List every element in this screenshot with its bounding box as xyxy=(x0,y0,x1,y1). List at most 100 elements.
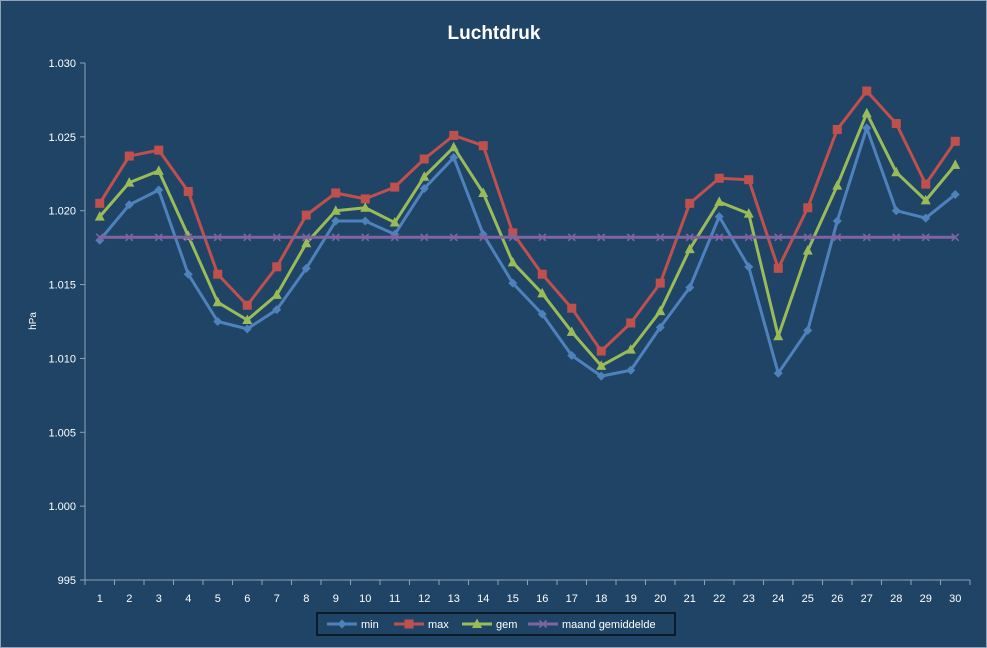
data-point-max xyxy=(242,300,252,310)
x-tick-label: 24 xyxy=(772,593,784,605)
x-tick-label: 13 xyxy=(448,593,460,605)
data-point-min xyxy=(508,278,518,288)
x-tick-label: 16 xyxy=(536,593,548,605)
data-point-min xyxy=(213,317,223,326)
x-tick-label: 1 xyxy=(97,593,103,605)
legend-entry-maand-gemiddelde: maand gemiddelde xyxy=(528,619,656,631)
x-tick-label: 18 xyxy=(595,593,607,605)
x-tick-label: 26 xyxy=(831,593,843,605)
data-point-max xyxy=(950,136,960,146)
data-point-maand-gemiddelde xyxy=(331,233,340,242)
data-point-gem xyxy=(212,296,223,307)
data-point-min xyxy=(537,309,547,319)
data-point-maand-gemiddelde xyxy=(213,233,222,242)
data-point-gem xyxy=(94,211,105,221)
data-point-gem xyxy=(389,217,400,227)
x-axis-ticks: 1 2 3 4 5 6 7 8 9 10 11 12 13 14 15 16 17 18 19 20 21 22 23 24 2… xyxy=(84,580,971,605)
data-point-maand-gemiddelde xyxy=(626,233,635,242)
data-point-maand-gemiddelde xyxy=(567,233,576,242)
data-point-maand-gemiddelde xyxy=(538,233,547,242)
y-tick-label: 1.025 xyxy=(48,132,76,144)
data-point-min xyxy=(567,350,577,360)
x-tick-label: 6 xyxy=(244,593,250,605)
data-point-max xyxy=(685,198,695,208)
legend-marker-gem xyxy=(472,618,482,628)
data-point-gem xyxy=(773,330,784,341)
data-point-maand-gemiddelde xyxy=(803,233,812,242)
legend-entry-min: min xyxy=(327,619,379,631)
data-point-min xyxy=(891,206,901,216)
data-point-max xyxy=(567,303,577,313)
legend-label-gem: gem xyxy=(496,619,517,631)
data-point-max xyxy=(272,262,282,272)
data-point-max xyxy=(655,278,665,288)
data-point-gem xyxy=(507,256,518,267)
data-point-gem xyxy=(655,305,666,316)
data-point-gem xyxy=(124,177,135,187)
data-point-gem xyxy=(596,360,607,370)
data-point-maand-gemiddelde xyxy=(479,233,488,242)
y-tick-label: 1.020 xyxy=(48,206,76,218)
data-point-min xyxy=(183,269,193,279)
data-point-gem xyxy=(448,141,459,152)
series-line-max xyxy=(98,89,957,353)
data-point-max xyxy=(95,198,105,208)
x-tick-label: 17 xyxy=(566,593,578,605)
data-point-max xyxy=(921,179,931,189)
legend-marker-min xyxy=(337,619,347,629)
data-point-max xyxy=(626,318,636,328)
data-point-max xyxy=(124,151,134,161)
data-point-maand-gemiddelde xyxy=(243,233,252,242)
legend-label-maand-gemiddelde: maand gemiddelde xyxy=(562,619,656,631)
data-point-maand-gemiddelde xyxy=(656,233,665,242)
data-point-maand-gemiddelde xyxy=(302,233,311,242)
data-point-gem xyxy=(330,205,341,215)
data-point-gem xyxy=(566,326,577,336)
data-point-gem xyxy=(153,165,164,175)
y-axis-label: hPa xyxy=(28,312,39,330)
data-point-gem xyxy=(537,287,548,298)
data-point-min xyxy=(803,325,813,335)
x-tick-label: 28 xyxy=(890,593,902,605)
data-point-min xyxy=(331,216,341,226)
data-point-min xyxy=(449,153,459,163)
y-tick-label: 1.005 xyxy=(48,427,76,439)
x-tick-label: 22 xyxy=(713,593,725,605)
legend-marker-max xyxy=(404,619,414,629)
data-point-max xyxy=(213,269,223,279)
data-point-gem xyxy=(861,107,872,118)
x-tick-label: 10 xyxy=(359,593,371,605)
data-point-max xyxy=(891,119,901,129)
series-line-min xyxy=(98,126,957,378)
legend: min max gem maand gemiddelde xyxy=(316,612,676,636)
data-point-min xyxy=(685,283,695,293)
data-point-max xyxy=(301,210,311,220)
data-point-maand-gemiddelde xyxy=(361,233,370,242)
legend-label-min: min xyxy=(361,619,379,631)
x-tick-label: 14 xyxy=(477,593,489,605)
x-tick-label: 8 xyxy=(303,593,309,605)
data-point-gem xyxy=(242,314,253,325)
data-point-gem xyxy=(478,187,489,197)
data-point-max xyxy=(744,175,754,185)
data-point-maand-gemiddelde xyxy=(154,233,163,242)
x-tick-label: 20 xyxy=(654,593,666,605)
data-point-maand-gemiddelde xyxy=(921,233,930,242)
data-point-maand-gemiddelde xyxy=(508,233,517,242)
data-point-min xyxy=(419,184,429,194)
data-point-min xyxy=(124,200,134,210)
y-tick-label: 1.000 xyxy=(48,501,76,513)
data-point-gem xyxy=(684,243,695,254)
data-point-maand-gemiddelde xyxy=(892,233,901,242)
data-point-min xyxy=(832,216,842,226)
data-point-min xyxy=(773,368,783,378)
data-point-gem xyxy=(891,166,902,177)
series-max xyxy=(95,86,960,356)
y-axis-ticks: 995 1.000 1.005 1.010 1.015 1.020 1.025 1.030 xyxy=(48,58,85,587)
data-point-min xyxy=(744,262,754,272)
x-tick-label: 3 xyxy=(156,593,162,605)
data-point-min xyxy=(242,324,252,334)
data-point-gem xyxy=(950,159,961,169)
